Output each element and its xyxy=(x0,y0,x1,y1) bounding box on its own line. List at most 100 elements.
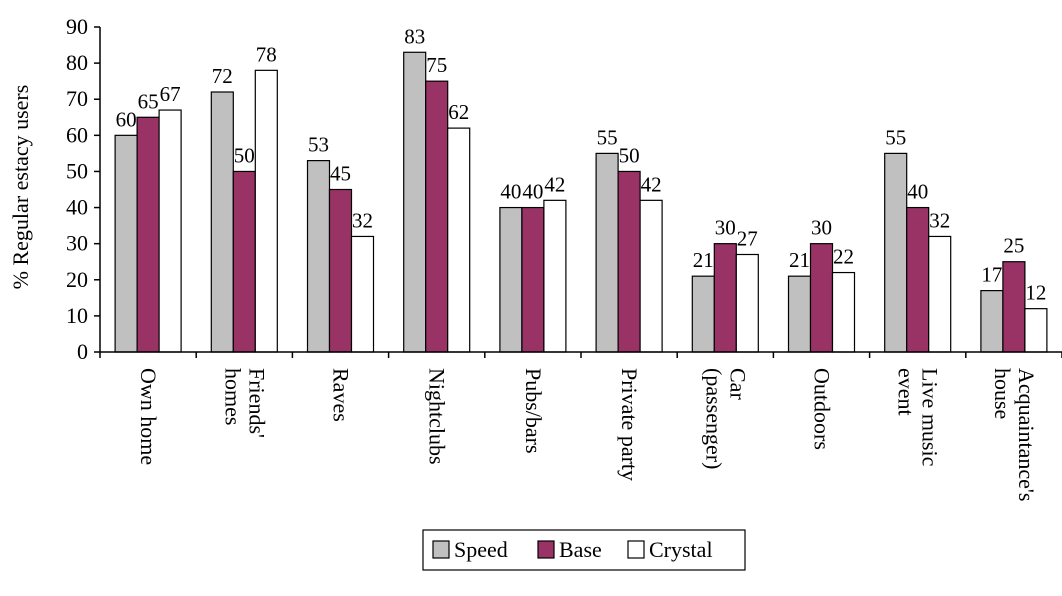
bar-speed xyxy=(403,51,427,353)
bar-speed xyxy=(787,275,812,353)
bar-crystal xyxy=(158,109,182,353)
category-label-line: house xyxy=(990,368,1015,419)
data-label: 42 xyxy=(641,172,662,196)
y-tick-label: 90 xyxy=(66,14,88,39)
legend-box xyxy=(422,529,746,571)
data-label: 27 xyxy=(737,227,758,251)
category-label-line: event xyxy=(894,368,919,416)
data-label: 40 xyxy=(500,180,521,204)
bar-base xyxy=(136,116,160,353)
y-tick-label: 80 xyxy=(66,50,88,75)
data-label: 32 xyxy=(352,208,373,232)
legend-swatch-speed xyxy=(432,540,450,559)
bar-speed xyxy=(884,152,908,353)
data-label: 78 xyxy=(256,42,277,66)
data-label: 75 xyxy=(426,53,447,77)
category-label-line: homes xyxy=(220,368,245,425)
y-axis-title: % Regular estacy users xyxy=(8,85,33,290)
data-label: 50 xyxy=(234,143,255,167)
bar-crystal xyxy=(735,253,759,353)
category-label-line: Raves xyxy=(329,368,354,422)
category-label-line: Outdoors xyxy=(810,368,835,450)
y-tick-label: 20 xyxy=(66,267,88,292)
bar-speed xyxy=(210,91,234,353)
bar-base xyxy=(521,206,545,353)
data-label: 12 xyxy=(1025,281,1046,305)
data-label: 21 xyxy=(693,248,714,272)
data-label: 22 xyxy=(833,245,854,269)
data-label: 17 xyxy=(981,263,1002,287)
category-label-line: (passenger) xyxy=(701,368,726,469)
y-tick-label: 30 xyxy=(66,231,88,256)
y-tick-label: 40 xyxy=(66,195,88,220)
data-label: 30 xyxy=(715,216,736,240)
category-label: Pubs/bars xyxy=(521,368,546,454)
category-label: Private party xyxy=(617,368,642,481)
data-label: 32 xyxy=(929,208,950,232)
category-label: Own home xyxy=(136,368,161,465)
bar-crystal xyxy=(831,271,856,353)
category-label-line: Nightclubs xyxy=(425,368,450,465)
bar-speed xyxy=(980,290,1004,353)
bar-speed xyxy=(499,206,523,353)
bar-base xyxy=(906,206,930,353)
category-label: Outdoors xyxy=(810,368,835,450)
category-label-line: Friends' xyxy=(244,368,269,438)
bar-crystal xyxy=(1024,308,1048,353)
y-tick-label: 60 xyxy=(66,122,88,147)
legend-swatch-crystal xyxy=(627,540,645,559)
data-label: 21 xyxy=(789,248,810,272)
data-label: 55 xyxy=(885,125,906,149)
bar-base xyxy=(617,170,641,353)
bars xyxy=(114,51,1048,353)
data-label: 50 xyxy=(619,143,640,167)
legend-label-crystal: Crystal xyxy=(649,537,713,562)
data-label: 25 xyxy=(1003,234,1024,258)
data-label: 72 xyxy=(212,64,233,88)
bar-base xyxy=(232,170,256,353)
bar-base xyxy=(425,80,449,353)
category-label: Car(passenger) xyxy=(701,368,750,469)
x-axis xyxy=(99,351,1062,358)
category-label-line: Own home xyxy=(136,368,161,465)
bar-base xyxy=(328,188,353,353)
bar-base xyxy=(1002,261,1026,353)
bar-crystal xyxy=(543,199,567,353)
category-label-line: Pubs/bars xyxy=(521,368,546,454)
category-label-line: Acquaintance's xyxy=(1014,368,1039,501)
category-label: Nightclubs xyxy=(425,368,450,465)
category-label: Friends'homes xyxy=(220,368,269,438)
legend-swatch-base xyxy=(537,540,555,559)
legend: Speed Base Crystal xyxy=(422,529,746,571)
data-label: 45 xyxy=(330,162,351,186)
y-axis-ticks: 0 10 20 30 40 50 60 70 80 90 xyxy=(66,14,100,364)
bar-crystal xyxy=(639,199,663,353)
data-label: 30 xyxy=(811,216,832,240)
bar-crystal xyxy=(254,69,278,353)
legend-label-speed: Speed xyxy=(454,537,508,562)
data-label: 67 xyxy=(160,82,181,106)
y-tick-label: 10 xyxy=(66,303,88,328)
category-label-line: Private party xyxy=(617,368,642,481)
bar-crystal xyxy=(350,235,375,353)
bar-base xyxy=(809,243,834,353)
data-label: 40 xyxy=(907,180,928,204)
data-label: 62 xyxy=(448,100,469,124)
data-label: 42 xyxy=(544,172,565,196)
y-tick-label: 0 xyxy=(77,339,88,364)
category-label-line: Live music xyxy=(918,368,943,467)
bar-speed xyxy=(114,134,138,353)
data-label: 65 xyxy=(138,89,159,113)
bar-speed xyxy=(691,275,715,353)
bar-base xyxy=(713,243,737,353)
legend-label-base: Base xyxy=(559,537,602,562)
y-tick-label: 50 xyxy=(66,158,88,183)
data-label: 55 xyxy=(597,125,618,149)
bar-speed xyxy=(595,152,619,353)
category-label-line: Car xyxy=(725,368,750,400)
category-labels: Own home Friends'homes Raves Nightclubs Pubs… xyxy=(136,368,1039,501)
category-label: Raves xyxy=(329,368,354,422)
